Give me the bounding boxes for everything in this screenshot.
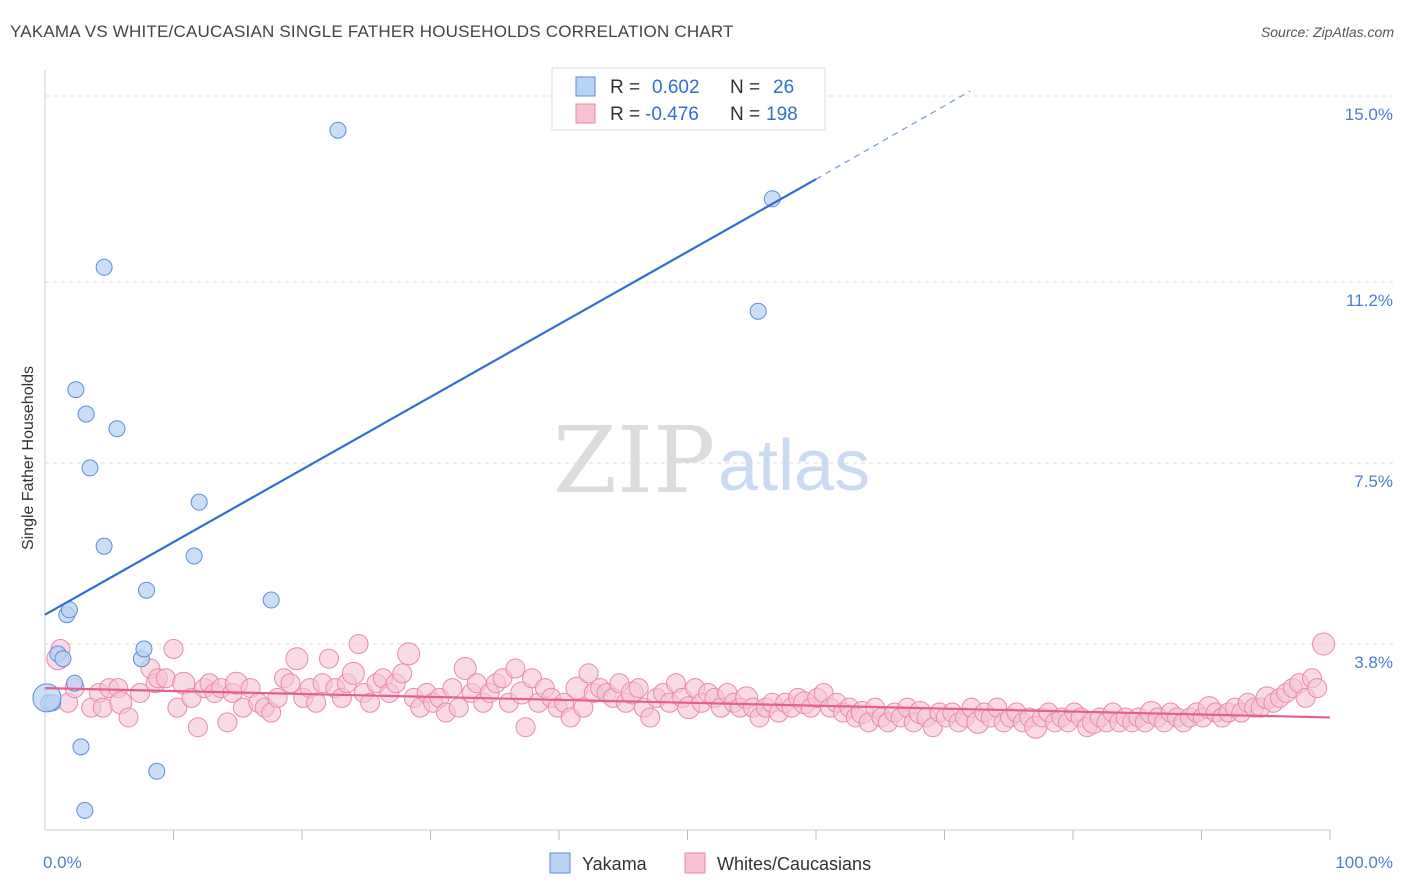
point-whites (167, 697, 188, 718)
series-yakama-points (32, 121, 781, 819)
point-whites (397, 642, 421, 666)
x-tick-label-min: 0.0% (43, 853, 82, 872)
point-whites (118, 707, 139, 728)
x-axis-ticks (173, 830, 1331, 840)
legend-r-label-2: R = (610, 104, 640, 125)
x-tick-label-max: 100.0% (1335, 853, 1393, 872)
watermark-zip: ZIP (553, 407, 715, 514)
bottom-legend-label-yakama: Yakama (582, 854, 648, 874)
point-yakama (95, 258, 113, 276)
legend-r-value-1: 0.602 (652, 77, 700, 98)
point-whites (306, 692, 327, 713)
point-whites (217, 712, 238, 733)
point-whites (130, 682, 151, 703)
point-whites (285, 647, 309, 671)
bottom-legend-label-whites: Whites/Caucasians (717, 854, 871, 874)
y-tick-label: 3.8% (1354, 653, 1393, 672)
point-whites (318, 648, 339, 669)
point-whites (573, 697, 594, 718)
legend-frame (551, 67, 826, 131)
point-yakama (72, 738, 90, 756)
point-yakama (81, 459, 99, 477)
legend-r-value-2: -0.476 (645, 104, 699, 125)
legend-box: R = 0.602 N = 26 R = -0.476 N = 198 (551, 67, 826, 131)
point-yakama (749, 302, 767, 320)
point-yakama (76, 801, 94, 819)
point-whites (505, 658, 526, 679)
point-whites (348, 634, 369, 655)
trend-line-yakama (44, 178, 817, 616)
point-whites (578, 663, 599, 684)
legend-n-value-2: 198 (766, 104, 798, 125)
point-yakama (148, 762, 166, 780)
bottom-legend: Yakama Whites/Caucasians (549, 852, 871, 874)
point-whites (163, 638, 184, 659)
point-yakama (67, 381, 85, 399)
point-whites (453, 657, 477, 681)
chart-source: Source: ZipAtlas.com (1260, 24, 1394, 40)
point-yakama (66, 674, 84, 692)
point-yakama (262, 591, 280, 609)
point-whites (515, 717, 536, 738)
point-whites (640, 707, 661, 728)
point-yakama (108, 420, 126, 438)
watermark-atlas: atlas (718, 426, 870, 506)
point-whites (442, 678, 463, 699)
legend-n-label-2: N = (730, 104, 760, 125)
point-whites (341, 661, 365, 685)
y-tick-label: 15.0% (1345, 105, 1393, 124)
point-yakama (77, 405, 95, 423)
bottom-legend-swatch-yakama (549, 852, 571, 874)
point-whites (360, 692, 381, 713)
point-yakama (135, 640, 153, 658)
point-whites (1312, 632, 1336, 656)
point-whites (280, 673, 301, 694)
trend-line-yakama-extension (815, 90, 971, 180)
point-yakama (190, 493, 208, 511)
point-whites (392, 663, 413, 684)
point-yakama (138, 581, 156, 599)
point-whites (628, 678, 649, 699)
chart-title: YAKAMA VS WHITE/CAUCASIAN SINGLE FATHER … (10, 22, 734, 41)
point-whites (187, 717, 208, 738)
legend-n-label-1: N = (730, 77, 760, 98)
trend-line-whites (44, 686, 1331, 719)
legend-swatch-whites (575, 103, 596, 124)
point-yakama (95, 537, 113, 555)
point-whites (1307, 678, 1328, 699)
legend-r-label-1: R = (610, 77, 640, 98)
legend-n-value-1: 26 (773, 77, 794, 98)
y-axis-label: Single Father Households (20, 366, 37, 550)
y-tick-label: 7.5% (1354, 472, 1393, 491)
series-whites-points (46, 632, 1336, 739)
trend-lines (44, 90, 1331, 719)
point-whites (448, 697, 469, 718)
y-axis-tick-labels: 3.8% 7.5% 11.2% 15.0% (1345, 105, 1393, 672)
point-yakama (32, 683, 62, 713)
point-yakama (185, 547, 203, 565)
legend-swatch-yakama (575, 76, 596, 97)
grid-lines (45, 95, 1393, 645)
y-tick-label: 11.2% (1346, 291, 1393, 310)
point-whites (267, 687, 288, 708)
point-yakama (54, 650, 72, 668)
point-yakama (329, 121, 347, 139)
bottom-legend-swatch-whites (684, 852, 706, 874)
